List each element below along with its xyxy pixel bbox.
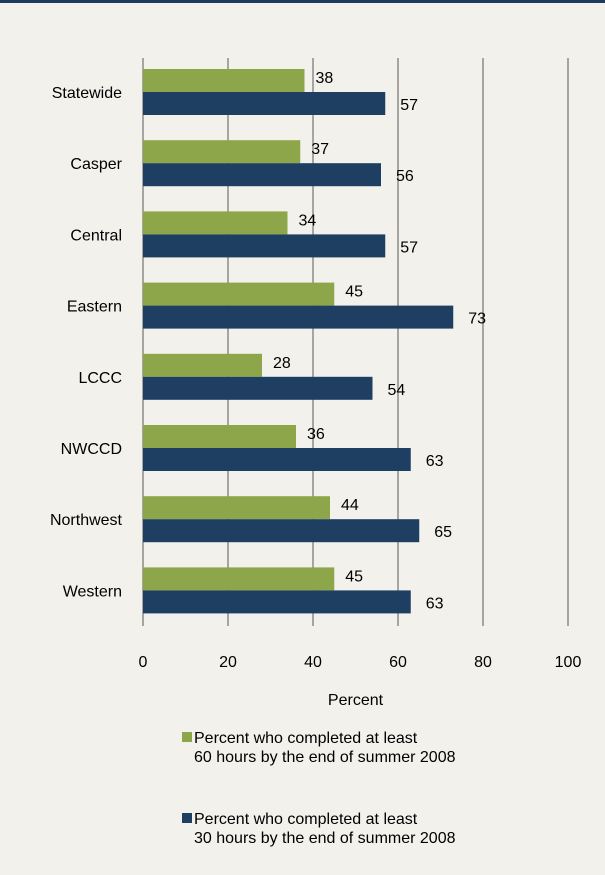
category-label: NWCCD bbox=[61, 441, 122, 458]
x-tick-labels: 0 20 40 60 80 100 bbox=[139, 654, 582, 671]
legend: Percent who completed at least 60 hours b… bbox=[182, 730, 456, 847]
legend-label: 30 hours by the end of summer 2008 bbox=[194, 830, 456, 847]
legend-label: 60 hours by the end of summer 2008 bbox=[194, 749, 456, 766]
bars bbox=[143, 69, 454, 614]
data-label: 45 bbox=[345, 568, 363, 585]
bar bbox=[143, 140, 301, 164]
data-label: 57 bbox=[400, 97, 418, 114]
bar bbox=[143, 69, 305, 92]
x-tick-label: 0 bbox=[139, 654, 148, 671]
data-label: 63 bbox=[426, 453, 444, 470]
bar bbox=[143, 282, 335, 306]
data-label: 34 bbox=[299, 212, 317, 229]
bar bbox=[143, 425, 296, 448]
value-labels: 38 57 37 56 34 57 45 73 28 54 36 63 44 65 45 63 bbox=[273, 70, 486, 612]
data-label: 73 bbox=[468, 311, 486, 328]
category-label: Casper bbox=[70, 156, 122, 173]
top-rule bbox=[0, 0, 605, 3]
x-tick-label: 100 bbox=[555, 654, 582, 671]
data-label: 45 bbox=[345, 284, 363, 301]
bar bbox=[143, 496, 330, 520]
legend-label: Percent who completed at least bbox=[194, 811, 418, 828]
x-tick-label: 60 bbox=[389, 654, 407, 671]
bar bbox=[143, 92, 386, 115]
x-tick-label: 80 bbox=[474, 654, 492, 671]
x-axis-title: Percent bbox=[328, 692, 384, 709]
data-label: 44 bbox=[341, 497, 359, 514]
data-label: 57 bbox=[400, 239, 418, 256]
category-label: Central bbox=[70, 227, 122, 244]
x-tick-label: 40 bbox=[304, 654, 322, 671]
data-label: 65 bbox=[434, 524, 452, 541]
bar bbox=[143, 305, 454, 329]
data-label: 37 bbox=[311, 141, 329, 158]
legend-swatch bbox=[182, 732, 192, 742]
data-label: 28 bbox=[273, 355, 291, 372]
data-label: 38 bbox=[316, 70, 334, 87]
category-labels: Statewide Casper Central Eastern LCCC NWCCD No… bbox=[50, 85, 123, 600]
category-label: LCCC bbox=[78, 370, 122, 387]
data-label: 63 bbox=[426, 595, 444, 612]
data-label: 56 bbox=[396, 168, 414, 185]
category-label: Statewide bbox=[52, 85, 122, 102]
category-label: Eastern bbox=[67, 299, 122, 316]
category-label: Western bbox=[63, 583, 122, 600]
bar bbox=[143, 448, 411, 471]
category-label: Northwest bbox=[50, 512, 123, 529]
bar bbox=[143, 353, 262, 377]
bar bbox=[143, 211, 288, 235]
bar bbox=[143, 590, 411, 614]
bar bbox=[143, 163, 381, 187]
bar bbox=[143, 376, 373, 400]
bar bbox=[143, 234, 386, 258]
bar bbox=[143, 519, 420, 543]
legend-swatch bbox=[182, 813, 192, 823]
x-tick-label: 20 bbox=[219, 654, 237, 671]
data-label: 36 bbox=[307, 426, 325, 443]
data-label: 54 bbox=[388, 382, 406, 399]
legend-label: Percent who completed at least bbox=[194, 730, 418, 747]
bar bbox=[143, 567, 335, 591]
